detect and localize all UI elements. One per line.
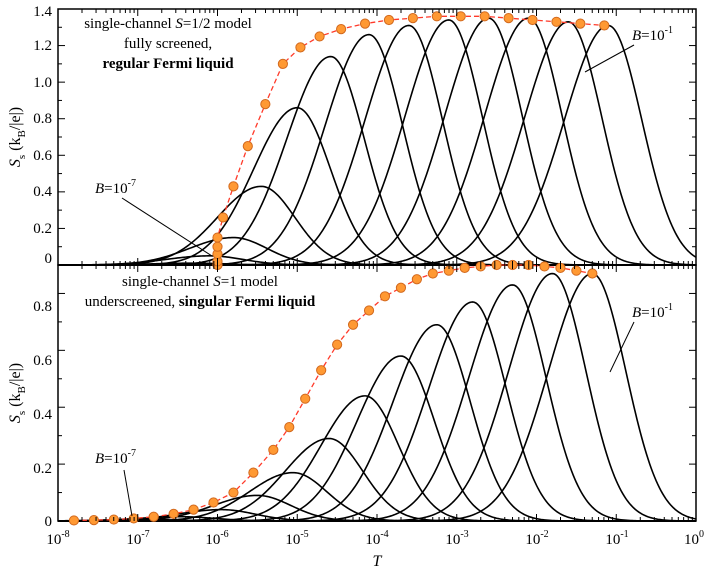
xtick-label: 10-2	[525, 529, 548, 548]
peak-marker	[300, 393, 311, 404]
peak-marker	[383, 14, 395, 26]
top-label-b-low: B=10-7	[95, 178, 136, 197]
peak-marker	[571, 265, 582, 276]
peak-marker	[277, 58, 288, 69]
bottom-ytick-label: 0	[45, 514, 53, 530]
peak-dashed-line	[216, 15, 605, 265]
peak-marker	[359, 18, 371, 29]
top-label-b-high-leader	[584, 44, 635, 73]
top-label-b-low-leader	[121, 197, 213, 257]
peak-marker	[228, 487, 239, 498]
peak-marker	[459, 262, 470, 273]
top-ytick-label: 0.8	[33, 111, 52, 127]
series-curve-5	[58, 437, 696, 522]
peak-marker	[411, 274, 422, 285]
series-curve-7	[58, 355, 696, 522]
top-annotation-line2: fully screened,	[124, 36, 212, 52]
peak-marker	[599, 20, 610, 31]
top-label-b-high: B=10-1	[632, 25, 673, 44]
peak-marker	[539, 261, 550, 272]
bottom-annotation: single-channel S=1 model underscreened, …	[85, 274, 316, 310]
peak-marker	[431, 11, 442, 22]
peak-marker	[503, 13, 514, 24]
bottom-label-b-low-leader	[123, 469, 133, 517]
xtick-label: 10-3	[445, 529, 468, 548]
xtick-label: 10-8	[46, 529, 69, 548]
peak-marker	[407, 13, 418, 24]
top-annotation-line1: single-channel S=1/2 model	[84, 16, 252, 32]
bottom-label-b-low: B=10-7	[95, 448, 136, 467]
peak-marker	[242, 141, 253, 152]
bottom-ytick-label: 0.4	[33, 407, 52, 423]
bottom-annotation-line2: underscreened, singular Fermi liquid	[85, 294, 316, 310]
peak-marker	[208, 497, 219, 508]
peak-marker	[587, 268, 598, 279]
peak-marker	[295, 42, 306, 53]
peak-marker	[527, 14, 538, 26]
peak-marker	[228, 181, 239, 192]
peak-marker	[395, 282, 407, 293]
peak-marker	[479, 11, 490, 22]
xtick-label: 10-4	[365, 529, 388, 548]
top-ytick-label: 0.6	[33, 148, 52, 164]
peak-marker	[314, 31, 325, 42]
top-ytick-label: 0	[45, 251, 53, 267]
peak-marker	[316, 365, 327, 376]
peak-marker	[148, 511, 159, 522]
axis-ticks	[57, 8, 697, 522]
peak-marker	[284, 422, 295, 433]
top-ytick-label: 1.2	[33, 38, 52, 54]
xtick-label: 10-5	[285, 529, 308, 548]
peak-marker	[217, 212, 229, 223]
peak-marker	[427, 268, 438, 279]
series-curve-6	[58, 395, 696, 522]
peak-marker	[212, 241, 223, 252]
xtick-label: 10-1	[605, 529, 628, 548]
peak-marker	[575, 18, 586, 29]
bottom-y-axis-label: Ss (kB/|e|)	[7, 363, 28, 423]
top-ytick-label: 0.4	[33, 184, 52, 200]
peak-marker	[551, 16, 562, 27]
top-annotation: single-channel S=1/2 model fully screene…	[84, 16, 252, 72]
xtick-label: 10-6	[205, 529, 228, 548]
peak-marker	[347, 319, 359, 330]
top-ytick-label: 1.0	[33, 75, 52, 91]
peak-marker	[88, 515, 99, 526]
peak-marker	[336, 24, 347, 35]
bottom-label-b-high-leader	[609, 321, 635, 373]
xtick-label: 100	[684, 529, 704, 548]
series-curve-11	[58, 272, 696, 522]
bottom-y-tick-labels: 0 0.2 0.4 0.6 0.8	[33, 299, 52, 530]
peak-marker	[363, 305, 375, 316]
top-y-axis-label: Ss (kB/|e|)	[7, 107, 28, 167]
peak-marker	[491, 259, 502, 271]
peak-marker	[188, 504, 199, 515]
series-curve-3	[58, 185, 696, 266]
x-axis-label: T	[373, 553, 383, 570]
peak-marker	[332, 339, 343, 350]
series-curve-5	[58, 55, 696, 266]
x-tick-labels: 10-8 10-7 10-6 10-5 10-4 10-3 10-2 10-1 …	[46, 529, 704, 548]
xtick-label: 10-7	[126, 529, 149, 548]
bottom-label-b-high: B=10-1	[632, 302, 673, 321]
top-y-tick-labels: 0 0.2 0.4 0.6 0.8 1.0 1.2 1.4	[33, 4, 52, 267]
series-curve-12	[58, 272, 697, 522]
peak-marker	[379, 291, 391, 302]
top-ytick-label: 0.2	[33, 221, 52, 237]
bottom-annotation-line1: single-channel S=1 model	[122, 274, 278, 290]
series-curve-9	[58, 301, 696, 522]
peak-marker	[455, 11, 466, 22]
peak-marker	[268, 444, 279, 455]
peak-marker	[260, 98, 271, 110]
bottom-ytick-label: 0.6	[33, 353, 52, 369]
peak-marker	[212, 232, 223, 243]
peak-marker	[68, 515, 80, 526]
peak-marker	[168, 508, 179, 519]
peak-marker	[248, 467, 259, 478]
top-ytick-label: 1.4	[33, 4, 52, 20]
bottom-ytick-label: 0.2	[33, 461, 52, 477]
top-annotation-line3: regular Fermi liquid	[102, 56, 234, 72]
bottom-ytick-label: 0.8	[33, 299, 52, 315]
